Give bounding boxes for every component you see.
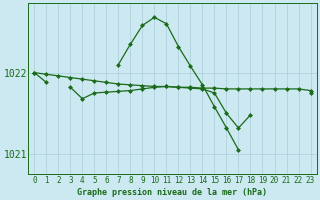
X-axis label: Graphe pression niveau de la mer (hPa): Graphe pression niveau de la mer (hPa) xyxy=(77,188,268,197)
